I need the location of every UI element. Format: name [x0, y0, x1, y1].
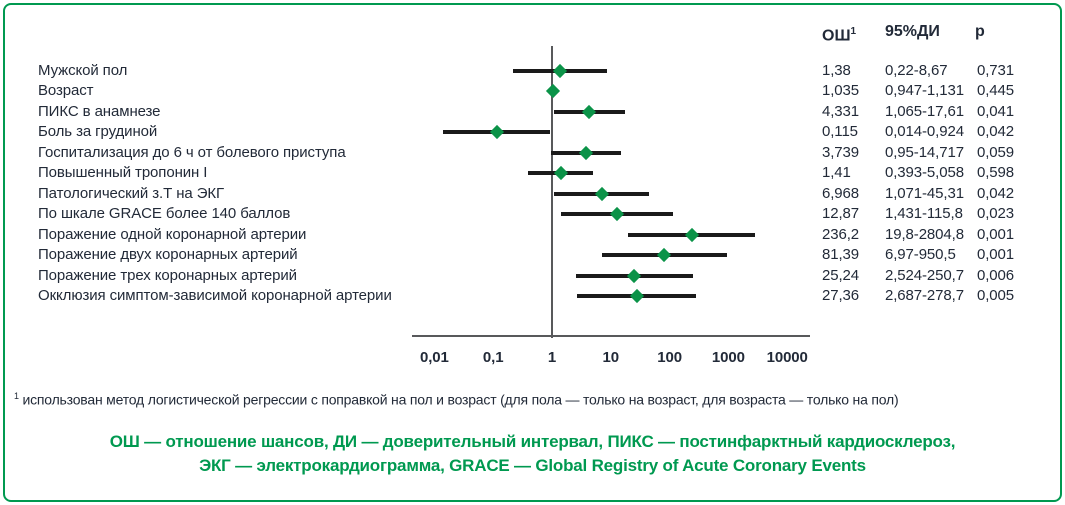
axis-tick-label: 0,01 — [419, 349, 449, 366]
axis-tick-label: 1000 — [711, 349, 745, 366]
or-value: 236,2 — [822, 225, 860, 243]
row-label: По шкале GRACE более 140 баллов — [38, 205, 291, 223]
p-value: 0,731 — [977, 62, 1015, 79]
reference-line-at-1 — [551, 46, 553, 338]
ci-value: 0,95-14,717 — [885, 143, 964, 161]
row-label: Патологический з.Т на ЭКГ — [38, 184, 225, 202]
column-header-p: p — [975, 23, 985, 40]
ci-value: 0,014-0,924 — [885, 123, 964, 141]
ci-value: 1,065-17,61 — [885, 102, 964, 120]
or-value: 12,87 — [822, 205, 860, 223]
row-label: Боль за грудиной — [38, 123, 158, 141]
abbreviations-legend: ОШ — отношение шансов, ДИ — доверительны… — [0, 430, 1065, 478]
axis-tick-label: 10 — [602, 349, 620, 366]
row-label: Повышенный тропонин I — [38, 164, 208, 182]
ci-value: 0,393-5,058 — [885, 164, 964, 182]
row-label: Окклюзия симптом-зависимой коронарной ар… — [38, 286, 392, 304]
p-value: 0,006 — [977, 266, 1015, 284]
column-header-ci: 95%ДИ — [885, 23, 940, 40]
odds-ratio-marker — [657, 247, 672, 263]
or-value: 3,739 — [822, 143, 860, 161]
odds-ratio-marker — [553, 63, 568, 79]
p-value: 0,005 — [977, 286, 1015, 304]
axis-tick-label: 0,1 — [482, 349, 504, 366]
p-value: 0,001 — [977, 225, 1015, 243]
p-value: 0,001 — [977, 246, 1015, 264]
p-value: 0,023 — [977, 205, 1015, 223]
odds-ratio-marker — [489, 125, 504, 140]
footnote: 1 использован метод логистической регрес… — [14, 391, 1054, 408]
odds-ratio-marker — [629, 288, 644, 304]
ci-value: 0,22-8,67 — [885, 62, 948, 79]
row-label: Возраст — [38, 82, 94, 100]
or-value: 25,24 — [822, 266, 860, 284]
odds-ratio-marker — [684, 227, 699, 242]
axis-tick-label: 100 — [657, 349, 682, 366]
row-label: Поражение трех коронарных артерий — [38, 266, 297, 284]
ci-value: 2,524-250,7 — [885, 266, 964, 284]
ci-value: 2,687-278,7 — [885, 286, 964, 304]
odds-ratio-marker — [582, 104, 597, 119]
odds-ratio-marker — [594, 186, 609, 201]
ci-value: 19,8-2804,8 — [885, 225, 964, 243]
odds-ratio-marker — [545, 84, 560, 99]
footnote-text: использован метод логистической регресси… — [18, 391, 899, 408]
p-value: 0,042 — [977, 123, 1015, 141]
odds-ratio-marker — [578, 145, 593, 160]
row-label: Поражение двух коронарных артерий — [38, 246, 298, 264]
or-value: 1,035 — [822, 82, 860, 100]
or-value: 0,115 — [822, 123, 858, 141]
or-value: 6,968 — [822, 184, 860, 202]
p-value: 0,059 — [977, 143, 1015, 161]
legend-line-2: ЭКГ — электрокардиограмма, GRACE — Globa… — [199, 456, 866, 475]
or-value: 27,36 — [822, 286, 860, 304]
ci-value: 1,431-115,8 — [885, 205, 963, 223]
or-value: 1,41 — [822, 164, 851, 182]
or-value: 1,38 — [822, 62, 851, 79]
or-value: 81,39 — [822, 246, 860, 264]
row-label: ПИКС в анамнезе — [38, 102, 161, 120]
row-label: Поражение одной коронарной артерии — [38, 225, 307, 243]
axis-tick-label: 1 — [547, 349, 557, 366]
ci-value: 6,97-950,5 — [885, 246, 956, 264]
row-label: Мужской пол — [38, 62, 128, 79]
p-value: 0,042 — [977, 184, 1015, 202]
footnote-superscript: 1 — [14, 391, 19, 401]
column-header-or: ОШ1 — [822, 26, 857, 45]
or-value: 4,331 — [822, 102, 860, 120]
p-value: 0,445 — [977, 82, 1015, 100]
axis-tick-label: 10000 — [766, 349, 808, 366]
x-axis-line — [412, 335, 810, 337]
ci-value: 1,071-45,31 — [885, 184, 964, 202]
odds-ratio-marker — [610, 207, 625, 222]
odds-ratio-marker — [553, 166, 568, 181]
legend-line-1: ОШ — отношение шансов, ДИ — доверительны… — [109, 432, 956, 451]
p-value: 0,598 — [977, 164, 1015, 182]
p-value: 0,041 — [977, 102, 1015, 120]
odds-ratio-marker — [627, 268, 642, 283]
ci-value: 0,947-1,131 — [885, 82, 964, 100]
row-label: Госпитализация до 6 ч от болевого присту… — [38, 143, 346, 161]
